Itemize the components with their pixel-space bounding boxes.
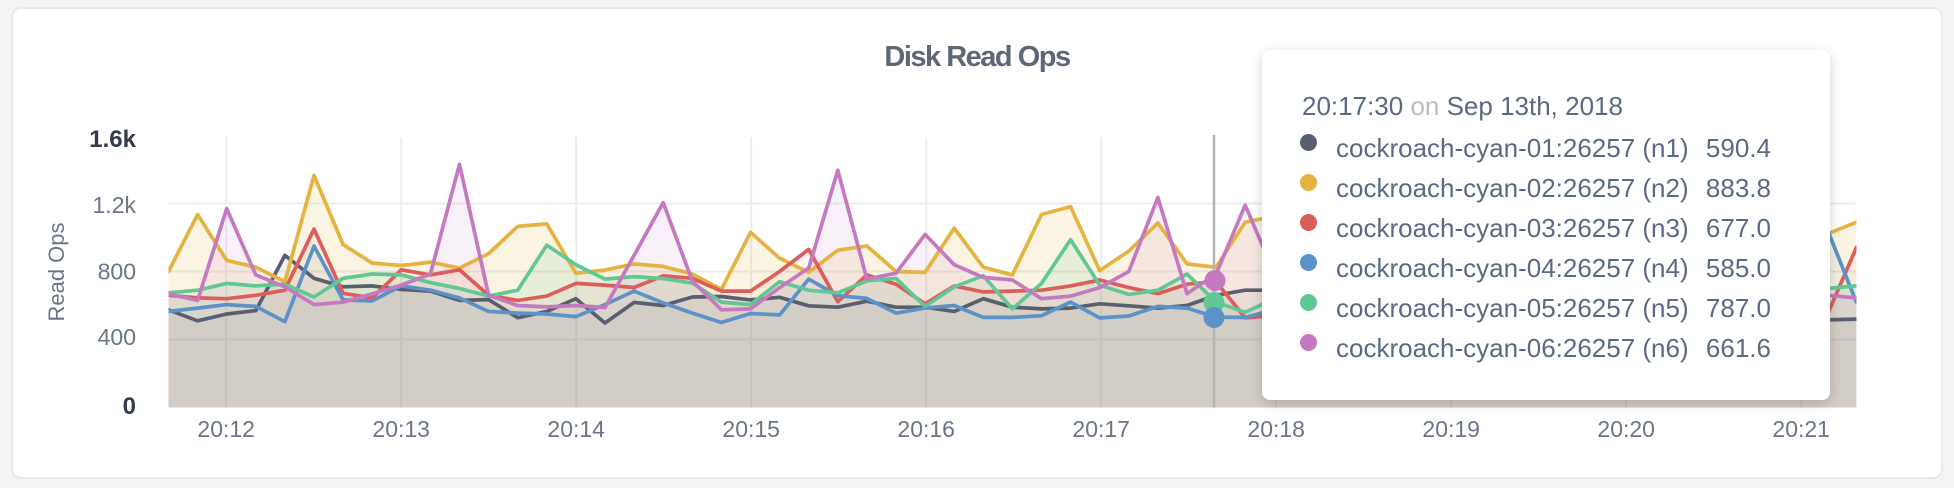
svg-text:0: 0 xyxy=(123,393,136,420)
svg-text:400: 400 xyxy=(98,324,136,350)
svg-text:20:17: 20:17 xyxy=(1072,416,1130,442)
svg-text:20:18: 20:18 xyxy=(1247,416,1305,442)
svg-text:20:14: 20:14 xyxy=(547,416,605,442)
svg-text:1.6k: 1.6k xyxy=(89,126,136,153)
svg-text:20:20: 20:20 xyxy=(1597,416,1655,442)
svg-text:20:16: 20:16 xyxy=(897,416,955,442)
svg-text:20:13: 20:13 xyxy=(372,416,430,442)
svg-text:1.2k: 1.2k xyxy=(93,192,137,218)
svg-text:20:19: 20:19 xyxy=(1422,416,1480,442)
svg-text:20:12: 20:12 xyxy=(197,416,255,442)
svg-text:20:21: 20:21 xyxy=(1772,416,1830,442)
svg-text:20:15: 20:15 xyxy=(722,416,780,442)
svg-text:800: 800 xyxy=(98,259,136,285)
